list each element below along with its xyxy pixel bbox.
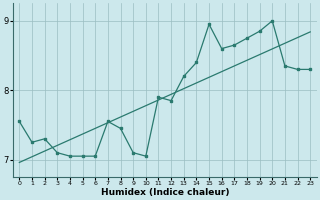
X-axis label: Humidex (Indice chaleur): Humidex (Indice chaleur) [100, 188, 229, 197]
